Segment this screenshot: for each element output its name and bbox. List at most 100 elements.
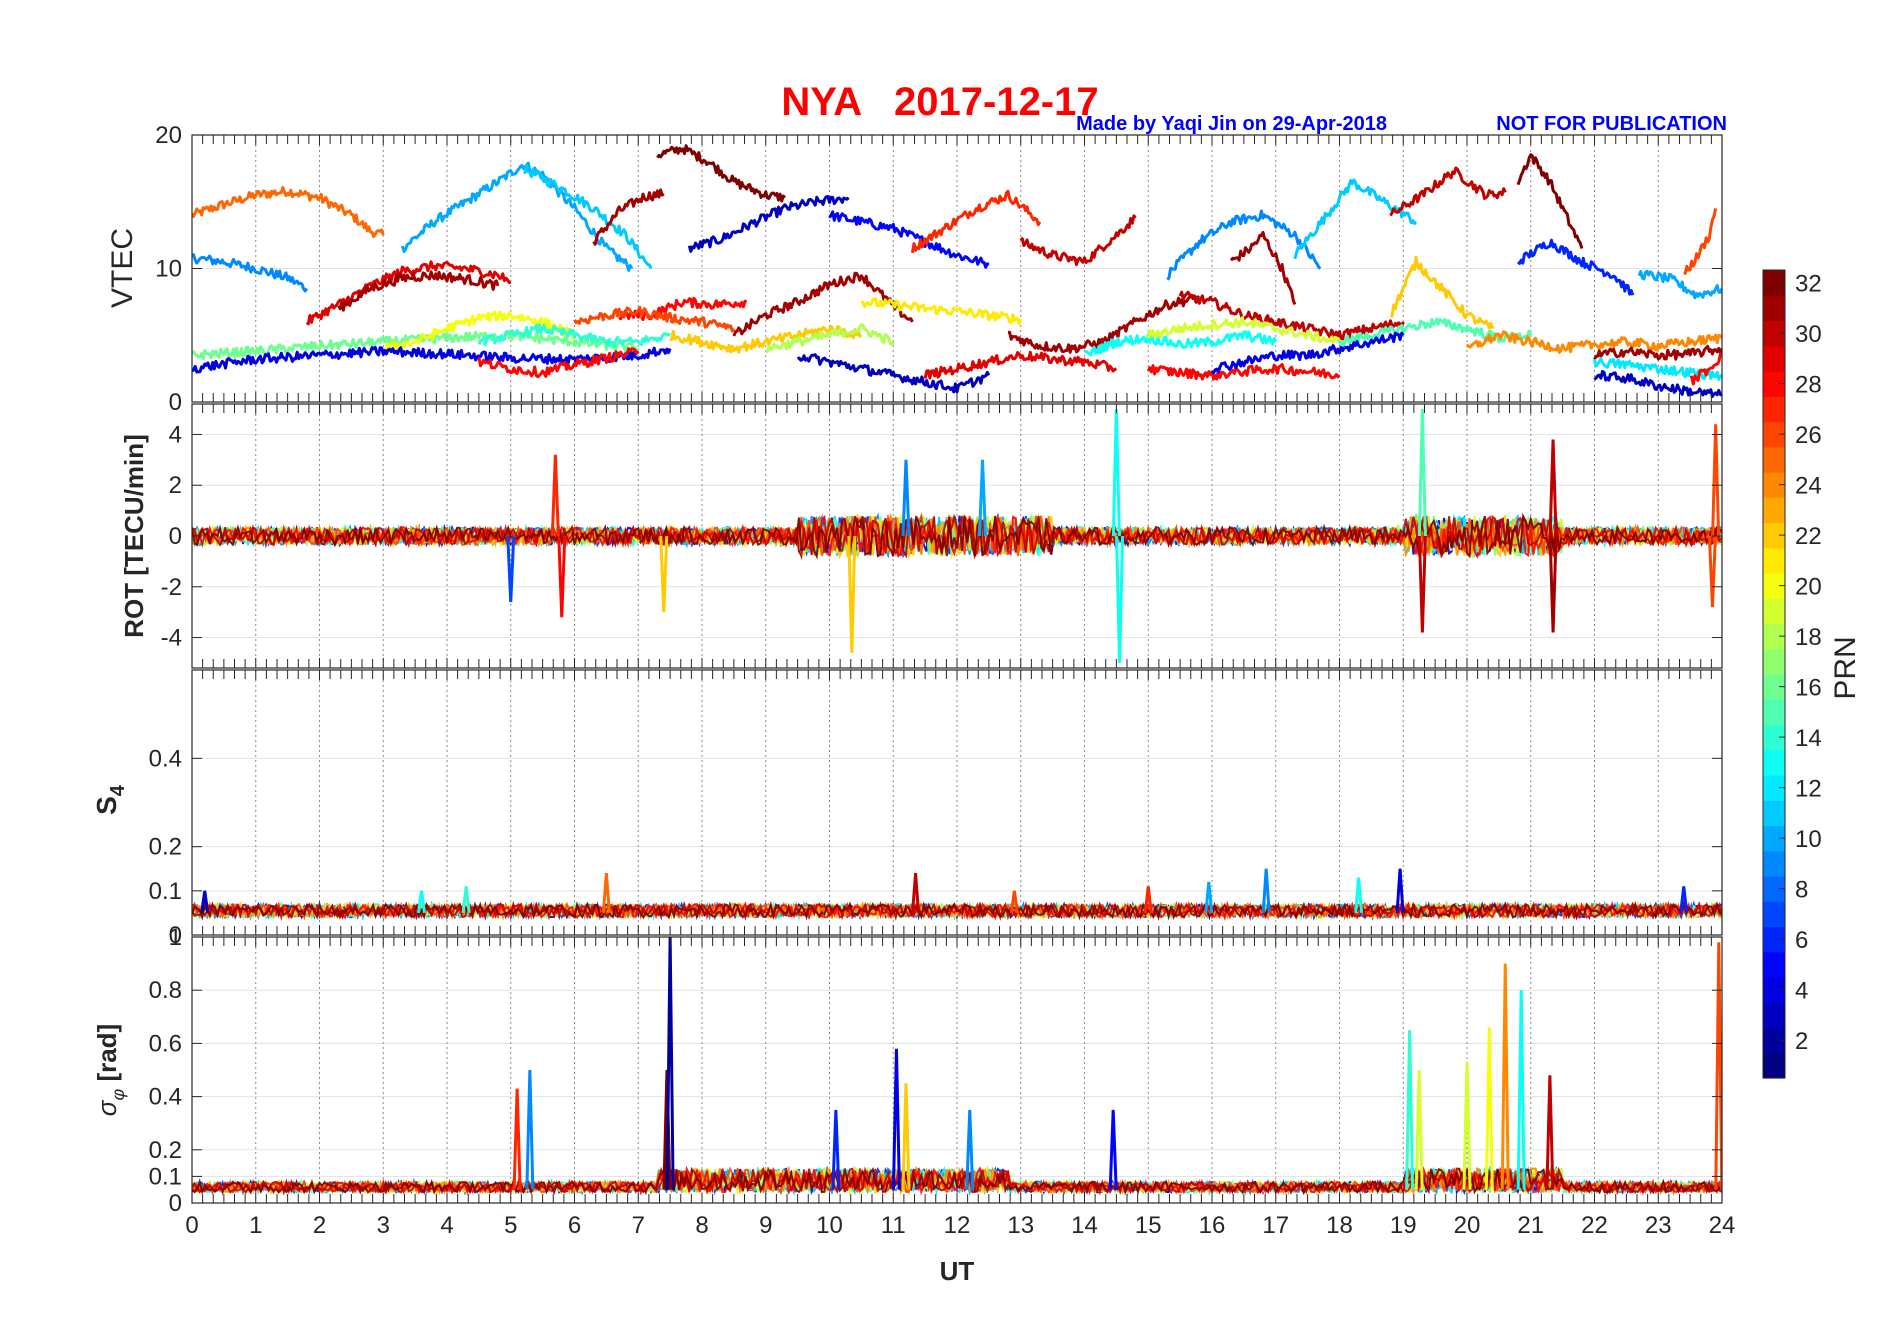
rot-spike xyxy=(1548,439,1558,537)
s4-ytick-label: 0.2 xyxy=(149,834,182,861)
colorbar-swatch-1 xyxy=(1763,1052,1785,1079)
sigma-ylabel-main: σ xyxy=(92,1099,122,1116)
vtec-series-prn-22 xyxy=(1390,255,1494,330)
s4-ytick-label: 0 xyxy=(169,922,182,949)
sigma_phi-spike xyxy=(1414,1069,1424,1190)
vtec-plot-area xyxy=(192,144,1722,398)
colorbar-swatch-15 xyxy=(1763,699,1785,726)
sigma_phi-ytick-label: 0.2 xyxy=(149,1137,182,1164)
x-tick-label: 13 xyxy=(1007,1212,1034,1239)
rot-spike xyxy=(847,535,857,653)
sigma_phi-spike xyxy=(1462,1061,1472,1190)
sigma_phi-ytick-label: 0 xyxy=(169,1190,182,1217)
s4-ylabel-sub: 4 xyxy=(107,784,129,796)
x-tick-label: 20 xyxy=(1454,1212,1481,1239)
x-tick-label: 22 xyxy=(1581,1212,1608,1239)
vtec-series-prn-28 xyxy=(1689,352,1722,386)
x-tick-label: 17 xyxy=(1262,1212,1289,1239)
s4-spike xyxy=(1143,886,1153,914)
vtec-series-prn-18 xyxy=(765,323,895,354)
colorbar-tick-label: 24 xyxy=(1795,473,1822,500)
vtec-series-prn-30 xyxy=(1178,290,1405,341)
sigma_phi-spike xyxy=(965,1109,975,1190)
vtec-series-prn-5 xyxy=(828,210,990,269)
colorbar-tick-label: 6 xyxy=(1795,927,1808,954)
colorbar-swatch-25 xyxy=(1763,446,1785,473)
vtec-ytick-label: 20 xyxy=(155,122,182,149)
sigma_phi-spike xyxy=(1500,963,1510,1190)
vtec-ytick-label: 10 xyxy=(155,256,182,283)
sigma_phi-ytick-label: 0.8 xyxy=(149,977,182,1004)
vtec-series-prn-30 xyxy=(1389,166,1507,217)
sigma_phi-spike xyxy=(831,1109,841,1190)
vtec-series-prn-26 xyxy=(573,305,736,333)
x-tick-label: 2 xyxy=(313,1212,326,1239)
vtec-series-prn-29 xyxy=(923,350,1118,380)
rot-spike xyxy=(659,535,669,613)
sigma_phi-spike xyxy=(1516,990,1526,1190)
s4-spike xyxy=(911,873,921,914)
vtec-series-prn-30 xyxy=(1019,214,1137,267)
s4-ylabel-main: S xyxy=(91,796,122,815)
sigma_phi-plot-area xyxy=(192,937,1722,1197)
colorbar-swatch-24 xyxy=(1763,472,1785,498)
sigma_phi-spike xyxy=(1108,1109,1118,1190)
colorbar-swatch-19 xyxy=(1763,598,1785,625)
colorbar-tick-label: 12 xyxy=(1795,776,1822,803)
colorbar-tick-label: 32 xyxy=(1795,271,1822,298)
rot-spike xyxy=(978,459,987,537)
colorbar-swatch-23 xyxy=(1763,497,1785,524)
vtec-series-prn-9 xyxy=(1166,209,1322,281)
colorbar-swatch-13 xyxy=(1763,749,1785,776)
vtec-series-prn-26 xyxy=(1683,208,1718,276)
x-tick-label: 4 xyxy=(440,1212,453,1239)
vtec-series-prn-32 xyxy=(1516,153,1584,249)
colorbar-tick-label: 30 xyxy=(1795,321,1822,348)
sigma_phi-ytick-label: 0.1 xyxy=(149,1163,182,1190)
colorbar-swatch-28 xyxy=(1763,371,1785,397)
sigma-ylabel-sub: φ xyxy=(108,1089,128,1101)
s4-spike xyxy=(1395,868,1405,914)
sigma_phi-spike xyxy=(1545,1075,1555,1190)
rot-ylabel: ROT [TECU/min] xyxy=(119,434,149,638)
s4-plot-area xyxy=(192,868,1722,922)
colorbar-tick-label: 2 xyxy=(1795,1028,1808,1055)
colorbar-swatch-22 xyxy=(1763,522,1785,549)
colorbar-swatch-27 xyxy=(1763,396,1785,423)
s4-ylabel: S4 xyxy=(91,784,129,815)
publication-note: NOT FOR PUBLICATION xyxy=(1496,113,1727,135)
vtec-series-prn-31 xyxy=(1593,344,1722,361)
colorbar-tick-label: 4 xyxy=(1795,978,1808,1005)
colorbar-swatch-29 xyxy=(1763,345,1785,372)
colorbar-swatch-11 xyxy=(1763,800,1785,827)
s4-spike xyxy=(1261,868,1271,914)
vtec-series-prn-22 xyxy=(669,324,863,354)
colorbar-swatch-6 xyxy=(1763,926,1785,953)
x-tick-label: 9 xyxy=(759,1212,772,1239)
s4-spike xyxy=(417,890,426,914)
vtec-series-prn-10 xyxy=(400,161,634,272)
colorbar-tick-label: 18 xyxy=(1795,624,1822,651)
x-tick-label: 0 xyxy=(185,1212,198,1239)
x-tick-label: 5 xyxy=(504,1212,517,1239)
vtec-series-prn-3 xyxy=(1593,369,1722,398)
sigma-ylabel: σφ [rad] xyxy=(92,1024,128,1116)
colorbar-swatch-10 xyxy=(1763,825,1785,852)
rot-ytick-label: -2 xyxy=(161,574,182,601)
sigma_phi-ytick-label: 1 xyxy=(169,924,182,951)
sigma_phi-spike xyxy=(1405,1030,1415,1190)
vtec-series-prn-24 xyxy=(1465,330,1722,354)
colorbar-swatch-4 xyxy=(1763,977,1785,1003)
sigma_phi-spike xyxy=(512,1088,522,1190)
colorbar-swatch-17 xyxy=(1763,648,1785,675)
x-tick-label: 19 xyxy=(1390,1212,1417,1239)
vtec-series-prn-28 xyxy=(477,347,640,379)
colorbar-swatch-32 xyxy=(1763,270,1785,296)
colorbar-swatch-3 xyxy=(1763,1002,1785,1029)
vtec-series-prn-14 xyxy=(477,323,671,348)
rot-spike xyxy=(550,454,560,537)
s4-spike xyxy=(601,873,611,914)
colorbar-swatch-5 xyxy=(1763,951,1785,978)
x-tick-label: 6 xyxy=(568,1212,581,1239)
colorbar-swatch-7 xyxy=(1763,901,1785,928)
